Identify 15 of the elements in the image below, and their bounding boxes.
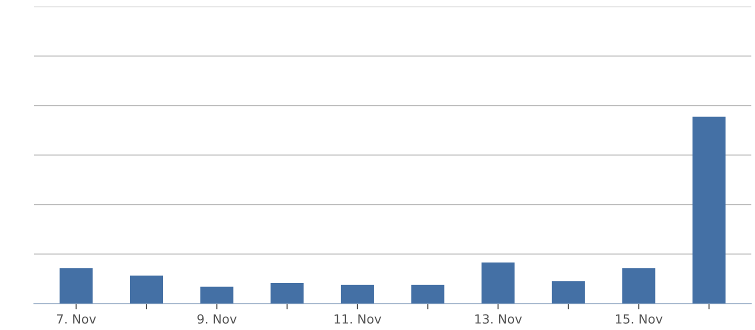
- bar: [482, 262, 515, 304]
- bar: [411, 284, 444, 304]
- bar: [60, 268, 93, 304]
- bar: [200, 286, 234, 304]
- bar: [340, 284, 374, 304]
- x-tick-label: 13. Nov: [475, 314, 522, 324]
- bar: [552, 281, 585, 304]
- x-tick-label: 9. Nov: [197, 314, 237, 324]
- bar: [130, 276, 164, 304]
- bar: [622, 268, 656, 304]
- x-tick-label: 7. Nov: [57, 314, 96, 324]
- x-tick-label: 15. Nov: [616, 314, 662, 324]
- bar: [692, 116, 726, 304]
- x-tick-label: 11. Nov: [334, 314, 382, 324]
- bar: [270, 283, 304, 304]
